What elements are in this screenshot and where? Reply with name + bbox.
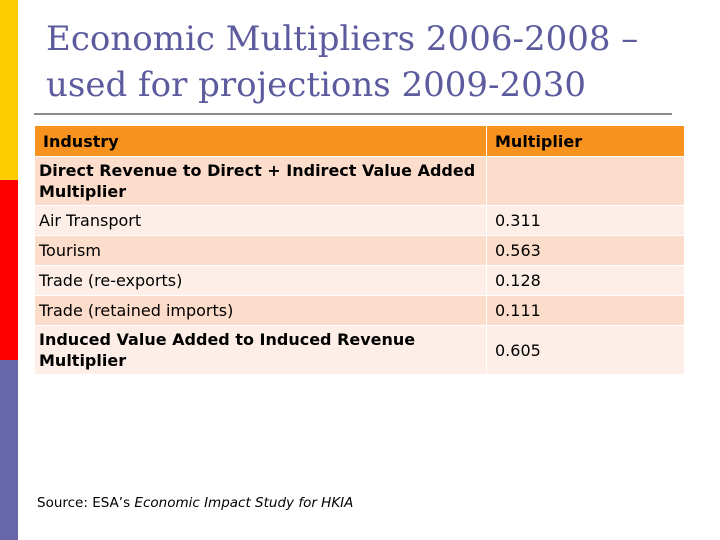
- row-label: Trade (re-exports): [34, 265, 487, 296]
- row-label: Air Transport: [34, 205, 487, 236]
- accent-bar-yellow: [0, 0, 18, 180]
- accent-bar-blue: [0, 360, 18, 540]
- row-value: 0.128: [486, 265, 685, 296]
- table-row: Air Transport 0.311: [34, 205, 685, 236]
- table-header-row: Industry Multiplier: [34, 125, 685, 157]
- header-multiplier: Multiplier: [486, 125, 685, 157]
- row-value: 0.111: [486, 295, 685, 326]
- table-row: Induced Value Added to Induced Revenue M…: [34, 325, 685, 375]
- source-note: Source: ESA’s Economic Impact Study for …: [37, 495, 353, 511]
- row-label: Direct Revenue to Direct + Indirect Valu…: [34, 156, 487, 206]
- row-value: 0.563: [486, 235, 685, 266]
- row-label: Trade (retained imports): [34, 295, 487, 326]
- table-row: Trade (retained imports) 0.111: [34, 295, 685, 326]
- multiplier-table: Industry Multiplier Direct Revenue to Di…: [34, 125, 685, 375]
- header-industry: Industry: [34, 125, 487, 157]
- title-divider: [34, 113, 672, 115]
- source-study-title: Economic Impact Study for HKIA: [134, 495, 354, 511]
- row-label: Induced Value Added to Induced Revenue M…: [34, 325, 487, 375]
- row-value: 0.311: [486, 205, 685, 236]
- row-label: Tourism: [34, 235, 487, 266]
- row-value: [486, 156, 685, 206]
- table-row: Tourism 0.563: [34, 235, 685, 266]
- row-value: 0.605: [486, 325, 685, 375]
- table-row: Trade (re-exports) 0.128: [34, 265, 685, 296]
- source-prefix: Source: ESA’s: [37, 495, 135, 511]
- table-row: Direct Revenue to Direct + Indirect Valu…: [34, 156, 685, 206]
- slide-title: Economic Multipliers 2006-2008 – used fo…: [46, 19, 639, 105]
- accent-bar-red: [0, 180, 18, 360]
